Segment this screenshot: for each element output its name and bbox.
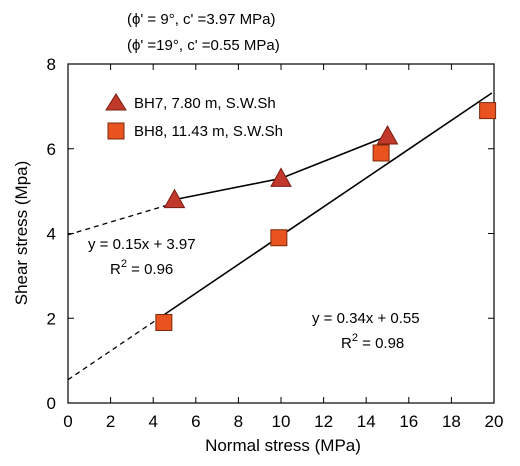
bh8-data-point: [372, 144, 390, 162]
bh8-data-point: [479, 102, 497, 120]
bh8-equation-annotation: y = 0.34x + 0.55 R2 = 0.98: [312, 310, 420, 352]
legend: BH7, 7.80 m, S.W.Sh BH8, 11.43 m, S.W.Sh: [105, 93, 283, 140]
bh7-data-point: [163, 188, 186, 209]
bh7-equation-annotation: y = 0.15x + 3.97 R2 = 0.96: [88, 236, 196, 278]
bh8-r-symbol: R: [341, 335, 352, 352]
y-axis-title: Shear stress (Mpa): [12, 161, 31, 306]
x-tick-label: 10: [272, 412, 291, 431]
y-tick-label: 2: [47, 309, 56, 328]
y-tick-label: 4: [47, 225, 56, 244]
y-tick-label: 6: [47, 140, 56, 159]
bh8-r-exponent: 2: [352, 332, 358, 344]
x-tick-label: 4: [148, 412, 157, 431]
bh8-fit-line: [163, 92, 493, 316]
header-line-1: (ϕ' = 9°, c' =3.97 MPa): [127, 11, 276, 28]
bh8-data-point: [155, 313, 173, 331]
bh7-equation: y = 0.15x + 3.97: [88, 236, 196, 253]
legend-square-marker: [107, 122, 125, 140]
bh7-r-value: = 0.96: [127, 261, 173, 278]
plot-area: 0 2 4 6 8 10 12 14 16 18 20 0 2 4 6 8: [47, 55, 504, 431]
bh7-data-point: [376, 125, 399, 145]
header-line-2: (ϕ' =19°, c' =0.55 MPa): [127, 37, 280, 54]
legend-label-bh7: BH7, 7.80 m, S.W.Sh: [134, 95, 276, 112]
x-tick-label: 6: [191, 412, 200, 431]
y-tick-label: 8: [47, 55, 56, 74]
legend-label-bh8: BH8, 11.43 m, S.W.Sh: [134, 123, 283, 140]
bh8-equation: y = 0.34x + 0.55: [312, 310, 420, 327]
bh7-r-symbol: R: [110, 261, 121, 278]
bh7-r-squared: R2 = 0.96: [110, 258, 173, 278]
bh7-data-point: [270, 167, 292, 187]
bh7-r-exponent: 2: [121, 258, 127, 270]
x-tick-label: 2: [106, 412, 115, 431]
bh8-r-value: = 0.98: [358, 335, 404, 352]
x-tick-label: 16: [399, 412, 418, 431]
x-tick-label: 20: [485, 412, 504, 431]
x-axis-title: Normal stress (MPa): [205, 436, 361, 455]
x-tick-label: 0: [63, 412, 72, 431]
y-tick-label: 0: [47, 394, 56, 413]
bh7-extrapolation-line: [67, 202, 175, 236]
bh8-data-point: [270, 229, 288, 247]
x-tick-label: 14: [357, 412, 376, 431]
legend-triangle-marker: [105, 93, 127, 111]
x-tick-label: 8: [234, 412, 243, 431]
bh8-r-squared: R2 = 0.98: [341, 332, 404, 352]
x-tick-label: 12: [314, 412, 333, 431]
x-tick-label: 18: [442, 412, 461, 431]
bh8-extrapolation-line: [67, 314, 165, 381]
